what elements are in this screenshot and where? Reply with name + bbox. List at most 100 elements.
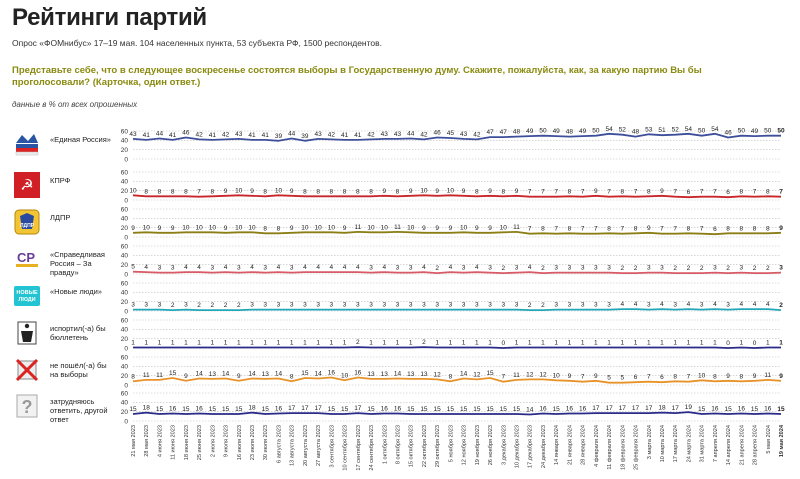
- data-label: 1: [488, 340, 492, 347]
- x-tick-label: 3 декабря 2023: [501, 425, 507, 465]
- data-label: 4: [528, 264, 532, 271]
- x-tick-label: 10 сентября 2023: [343, 425, 349, 471]
- data-label: 51: [658, 127, 666, 134]
- data-label: 1: [131, 340, 135, 347]
- data-label: 1: [303, 340, 307, 347]
- data-label: 16: [381, 406, 389, 413]
- data-label: 1: [673, 340, 677, 347]
- data-label: 9: [594, 188, 598, 195]
- data-label: 4: [343, 264, 347, 271]
- data-label: 4: [422, 264, 426, 271]
- series-line: [132, 411, 782, 416]
- data-label: 8: [316, 188, 320, 195]
- data-label: 3: [673, 302, 677, 309]
- party-label: ЛДПР: [50, 213, 71, 222]
- x-tick-label: 27 августа 2023: [316, 425, 322, 466]
- data-label: 8: [740, 373, 744, 380]
- data-label: 16: [394, 406, 402, 413]
- x-tick-label: 9 июля 2023: [224, 425, 230, 457]
- data-label: 17: [645, 405, 653, 412]
- y-tick-label: 20: [121, 188, 129, 195]
- data-label: 8: [158, 188, 162, 195]
- nl-logo-line1: НОВЫЕ: [16, 290, 38, 296]
- y-tick-label: 40: [121, 400, 129, 407]
- data-label: 14: [460, 370, 468, 377]
- y-tick-label: 20: [121, 299, 129, 306]
- data-label: 4: [620, 301, 624, 308]
- data-label: 2: [422, 339, 426, 346]
- data-label: 8: [131, 373, 135, 380]
- y-tick-label: 0: [124, 156, 128, 163]
- data-label: 50: [539, 128, 547, 135]
- series-line: [132, 270, 782, 275]
- data-label: 3: [515, 265, 519, 272]
- data-label: 13: [407, 371, 415, 378]
- sr-logo-stripe: [16, 264, 38, 267]
- data-label: 8: [726, 225, 730, 232]
- data-label: 3: [515, 302, 519, 309]
- data-label: 1: [263, 340, 267, 347]
- data-label: 6: [687, 189, 691, 196]
- data-label: 50: [764, 128, 772, 135]
- x-tick-label: 4 июня 2023: [157, 425, 163, 457]
- data-label: 6: [634, 374, 638, 381]
- data-label: 15: [486, 406, 494, 413]
- data-label: 19: [685, 404, 693, 411]
- data-label: 15: [328, 406, 336, 413]
- data-label: 3: [356, 302, 360, 309]
- data-label: 8: [144, 188, 148, 195]
- data-label: 16: [764, 406, 772, 413]
- data-label: 8: [541, 225, 545, 232]
- data-label: 44: [407, 130, 415, 137]
- data-label: 9: [488, 225, 492, 232]
- data-label: 9: [779, 225, 783, 232]
- data-label: 7: [554, 189, 558, 196]
- y-tick-label: 20: [121, 373, 129, 380]
- x-tick-label: 25 февраля 2024: [634, 425, 640, 470]
- data-label: 46: [434, 130, 442, 137]
- data-label: 1: [409, 340, 413, 347]
- y-tick-label: 20: [121, 336, 129, 343]
- data-label: 8: [277, 225, 281, 232]
- data-label: 10: [553, 372, 561, 379]
- y-tick-label: 20: [121, 225, 129, 232]
- data-label: 7: [528, 189, 532, 196]
- data-label: 10: [275, 187, 283, 194]
- x-tick-label: 7 апреля 2024: [713, 425, 719, 462]
- data-label: 3: [330, 302, 334, 309]
- question-icon-frame: [16, 394, 38, 418]
- data-label: 9: [568, 373, 572, 380]
- data-label: 46: [724, 130, 732, 137]
- data-label: 3: [316, 302, 320, 309]
- x-tick-label: 24 декабря 2023: [541, 425, 547, 468]
- data-label: 1: [568, 340, 572, 347]
- data-label: 2: [673, 265, 677, 272]
- data-label: 13: [262, 371, 270, 378]
- data-label: 49: [553, 128, 561, 135]
- data-label: 3: [647, 302, 651, 309]
- noballot-cross-b: [15, 358, 39, 382]
- data-label: 8: [687, 225, 691, 232]
- data-label: 1: [620, 340, 624, 347]
- data-label: 8: [740, 188, 744, 195]
- data-label: 14: [526, 406, 534, 413]
- data-label: 10: [143, 224, 151, 231]
- data-label: 48: [632, 129, 640, 136]
- data-label: 1: [713, 340, 717, 347]
- data-label: 1: [369, 340, 373, 347]
- data-label: 9: [290, 225, 294, 232]
- data-label: 16: [196, 406, 204, 413]
- data-label: 3: [409, 302, 413, 309]
- data-label: 15: [473, 406, 481, 413]
- data-label: 1: [396, 340, 400, 347]
- data-label: 9: [290, 188, 294, 195]
- data-label: 3: [382, 302, 386, 309]
- x-tick-label: 31 марта 2024: [700, 425, 706, 462]
- data-label: 9: [660, 188, 664, 195]
- y-tick-label: 0: [124, 234, 128, 241]
- data-label: 2: [541, 265, 545, 272]
- data-label: 1: [237, 340, 241, 347]
- x-tick-label: 8 октября 2023: [395, 425, 401, 464]
- data-label: 2: [700, 265, 704, 272]
- data-label: 10: [182, 224, 190, 231]
